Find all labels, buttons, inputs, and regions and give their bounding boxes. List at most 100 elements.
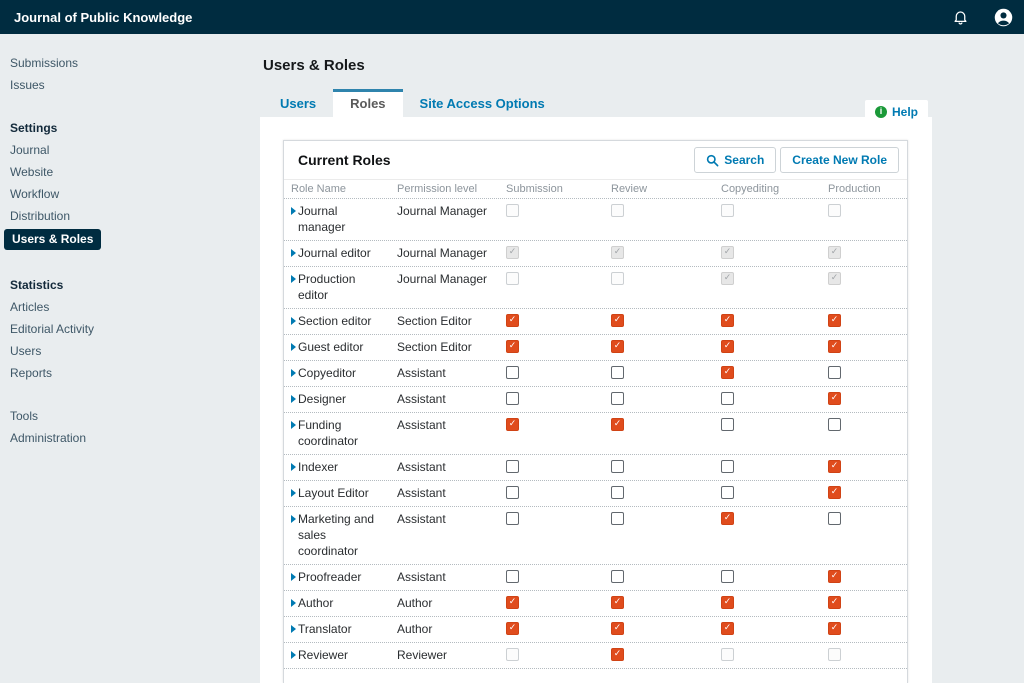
expand-arrow-icon[interactable] [291, 651, 296, 659]
table-row: Reviewer Reviewer ✓ [284, 643, 907, 669]
sidebar-item-administration[interactable]: Administration [10, 431, 87, 445]
checkbox-review [611, 272, 624, 285]
checkbox-submission[interactable]: ✓ [506, 340, 519, 353]
checkbox-review[interactable]: ✓ [611, 622, 624, 635]
help-button[interactable]: i Help [865, 100, 929, 123]
checkbox-copyediting[interactable]: ✓ [721, 596, 734, 609]
table-row: Translator Author ✓ ✓ ✓ ✓ [284, 617, 907, 643]
tab-site-access-options[interactable]: Site Access Options [419, 96, 545, 111]
checkbox-review[interactable] [611, 392, 624, 405]
sidebar-item-issues[interactable]: Issues [10, 78, 45, 92]
expand-arrow-icon[interactable] [291, 343, 296, 351]
expand-arrow-icon[interactable] [291, 599, 296, 607]
checkbox-submission[interactable]: ✓ [506, 622, 519, 635]
checkbox-review[interactable]: ✓ [611, 314, 624, 327]
permission-level: Assistant [397, 486, 446, 500]
search-icon [706, 154, 719, 167]
checkbox-submission: ✓ [506, 246, 519, 259]
checkbox-copyediting[interactable] [721, 460, 734, 473]
expand-arrow-icon[interactable] [291, 515, 296, 523]
checkbox-copyediting[interactable] [721, 570, 734, 583]
sidebar-item-reports[interactable]: Reports [10, 366, 53, 380]
checkbox-copyediting[interactable] [721, 418, 734, 431]
expand-arrow-icon[interactable] [291, 317, 296, 325]
site-title: Journal of Public Knowledge [14, 9, 193, 25]
sidebar-item-articles[interactable]: Articles [10, 300, 50, 314]
checkbox-production[interactable]: ✓ [828, 460, 841, 473]
checkbox-production[interactable]: ✓ [828, 392, 841, 405]
checkbox-submission[interactable]: ✓ [506, 418, 519, 431]
expand-arrow-icon[interactable] [291, 275, 296, 283]
checkbox-production[interactable]: ✓ [828, 314, 841, 327]
checkbox-production: ✓ [828, 246, 841, 259]
sidebar-item-tools[interactable]: Tools [10, 409, 39, 423]
notifications-bell-icon[interactable] [952, 8, 969, 26]
expand-arrow-icon[interactable] [291, 625, 296, 633]
checkbox-copyediting [721, 648, 734, 661]
checkbox-copyediting[interactable]: ✓ [721, 622, 734, 635]
expand-arrow-icon[interactable] [291, 573, 296, 581]
checkbox-copyediting[interactable]: ✓ [721, 340, 734, 353]
checkbox-review[interactable]: ✓ [611, 596, 624, 609]
user-avatar-icon[interactable] [993, 7, 1014, 28]
role-name-cell: Proofreader [291, 569, 397, 585]
role-name-cell: Designer [291, 391, 397, 407]
checkbox-production[interactable] [828, 512, 841, 525]
checkbox-review[interactable]: ✓ [611, 418, 624, 431]
sidebar-item-editorial-activity[interactable]: Editorial Activity [10, 322, 95, 336]
checkbox-review[interactable] [611, 512, 624, 525]
checkbox-production[interactable]: ✓ [828, 486, 841, 499]
checkbox-submission[interactable] [506, 512, 519, 525]
sidebar-item-users-roles[interactable]: Users & Roles [4, 229, 102, 250]
sidebar-item-workflow[interactable]: Workflow [10, 187, 60, 201]
expand-arrow-icon[interactable] [291, 463, 296, 471]
checkbox-production[interactable]: ✓ [828, 340, 841, 353]
tab-users[interactable]: Users [280, 96, 317, 111]
checkbox-submission[interactable] [506, 366, 519, 379]
checkbox-production[interactable]: ✓ [828, 570, 841, 583]
checkbox-copyediting[interactable]: ✓ [721, 512, 734, 525]
checkbox-review[interactable]: ✓ [611, 648, 624, 661]
checkbox-production[interactable]: ✓ [828, 622, 841, 635]
expand-arrow-icon[interactable] [291, 395, 296, 403]
sidebar-item-users[interactable]: Users [10, 344, 42, 358]
checkbox-production[interactable]: ✓ [828, 596, 841, 609]
checkbox-submission[interactable]: ✓ [506, 314, 519, 327]
checkbox-submission[interactable] [506, 460, 519, 473]
checkbox-submission[interactable]: ✓ [506, 596, 519, 609]
checkbox-review[interactable] [611, 486, 624, 499]
expand-arrow-icon[interactable] [291, 421, 296, 429]
tab-roles[interactable]: Roles [333, 89, 403, 117]
column-header-role-name: Role Name [291, 183, 347, 195]
checkbox-copyediting[interactable] [721, 486, 734, 499]
sidebar-item-submissions[interactable]: Submissions [10, 56, 79, 70]
checkbox-review[interactable]: ✓ [611, 340, 624, 353]
checkbox-production[interactable] [828, 418, 841, 431]
checkbox-review[interactable] [611, 570, 624, 583]
checkbox-submission[interactable] [506, 570, 519, 583]
sidebar-section-header-statistics: Statistics [10, 278, 64, 292]
table-header: Role Name Permission level Submission Revie… [284, 180, 907, 199]
checkbox-production[interactable] [828, 366, 841, 379]
expand-arrow-icon[interactable] [291, 207, 296, 215]
checkbox-submission[interactable] [506, 392, 519, 405]
create-new-role-button[interactable]: Create New Role [780, 147, 899, 173]
help-button-label: Help [892, 104, 919, 119]
checkbox-review[interactable] [611, 460, 624, 473]
checkbox-copyediting[interactable]: ✓ [721, 366, 734, 379]
sidebar-item-distribution[interactable]: Distribution [10, 209, 71, 223]
checkbox-review[interactable] [611, 366, 624, 379]
role-name: Indexer [298, 460, 339, 474]
role-name-cell: Reviewer [291, 647, 397, 663]
checkbox-submission[interactable] [506, 486, 519, 499]
checkbox-production [828, 648, 841, 661]
expand-arrow-icon[interactable] [291, 489, 296, 497]
checkbox-copyediting[interactable]: ✓ [721, 314, 734, 327]
expand-arrow-icon[interactable] [291, 249, 296, 257]
sidebar-item-website[interactable]: Website [10, 165, 54, 179]
search-button[interactable]: Search [694, 147, 777, 173]
table-row: Journal editor Journal Manager ✓ ✓ ✓ ✓ [284, 241, 907, 267]
expand-arrow-icon[interactable] [291, 369, 296, 377]
sidebar-item-journal[interactable]: Journal [10, 143, 50, 157]
checkbox-copyediting[interactable] [721, 392, 734, 405]
